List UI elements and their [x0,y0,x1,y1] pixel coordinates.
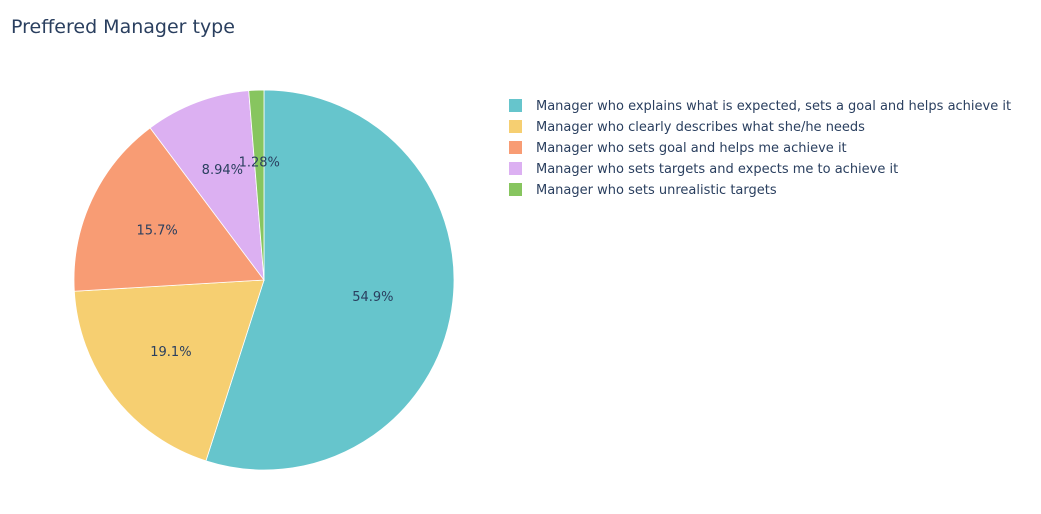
legend-swatch-1 [509,99,522,112]
legend-item-1[interactable]: Manager who explains what is expected, s… [509,99,1011,114]
legend-item-3[interactable]: Manager who sets goal and helps me achie… [509,141,847,156]
pie-slice-2[interactable] [73,279,265,462]
pie-slice-3[interactable] [73,127,265,292]
pie-label-5: 1.28% [239,155,280,170]
legend-label-4: Manager who sets targets and expects me … [536,162,898,177]
legend-label-3: Manager who sets goal and helps me achie… [536,141,847,156]
legend-swatch-5 [509,183,522,196]
pie-label-4: 8.94% [202,163,243,178]
pie-label-1: 54.9% [352,290,393,305]
legend-label-1: Manager who explains what is expected, s… [536,99,1011,114]
legend-swatch-4 [509,162,522,175]
legend: Manager who explains what is expected, s… [509,99,1011,198]
legend-label-2: Manager who clearly describes what she/h… [536,120,865,135]
legend-swatch-2 [509,120,522,133]
legend-swatch-3 [509,141,522,154]
pie-label-3: 15.7% [136,223,177,238]
legend-item-4[interactable]: Manager who sets targets and expects me … [509,162,898,177]
pie-labels: 54.9% 19.1% 15.7% 8.94%1.28% [136,155,393,360]
pie-slice-4[interactable] [149,90,265,282]
chart-title: Preffered Manager type [11,16,235,38]
pie-slice-5[interactable] [248,89,265,281]
pie-label-2: 19.1% [150,345,191,360]
pie-slices [73,89,455,471]
legend-label-5: Manager who sets unrealistic targets [536,183,777,198]
legend-item-5[interactable]: Manager who sets unrealistic targets [509,183,777,198]
pie-slice-1[interactable] [205,89,455,471]
legend-item-2[interactable]: Manager who clearly describes what she/h… [509,120,865,135]
